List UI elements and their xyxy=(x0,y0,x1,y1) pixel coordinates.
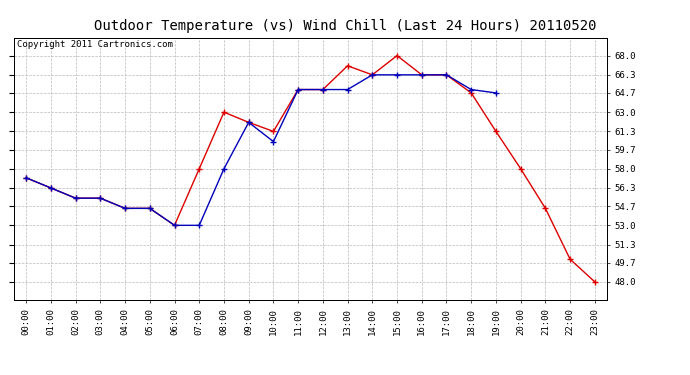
Text: Outdoor Temperature (vs) Wind Chill (Last 24 Hours) 20110520: Outdoor Temperature (vs) Wind Chill (Las… xyxy=(94,19,596,33)
Text: Copyright 2011 Cartronics.com: Copyright 2011 Cartronics.com xyxy=(17,40,172,49)
